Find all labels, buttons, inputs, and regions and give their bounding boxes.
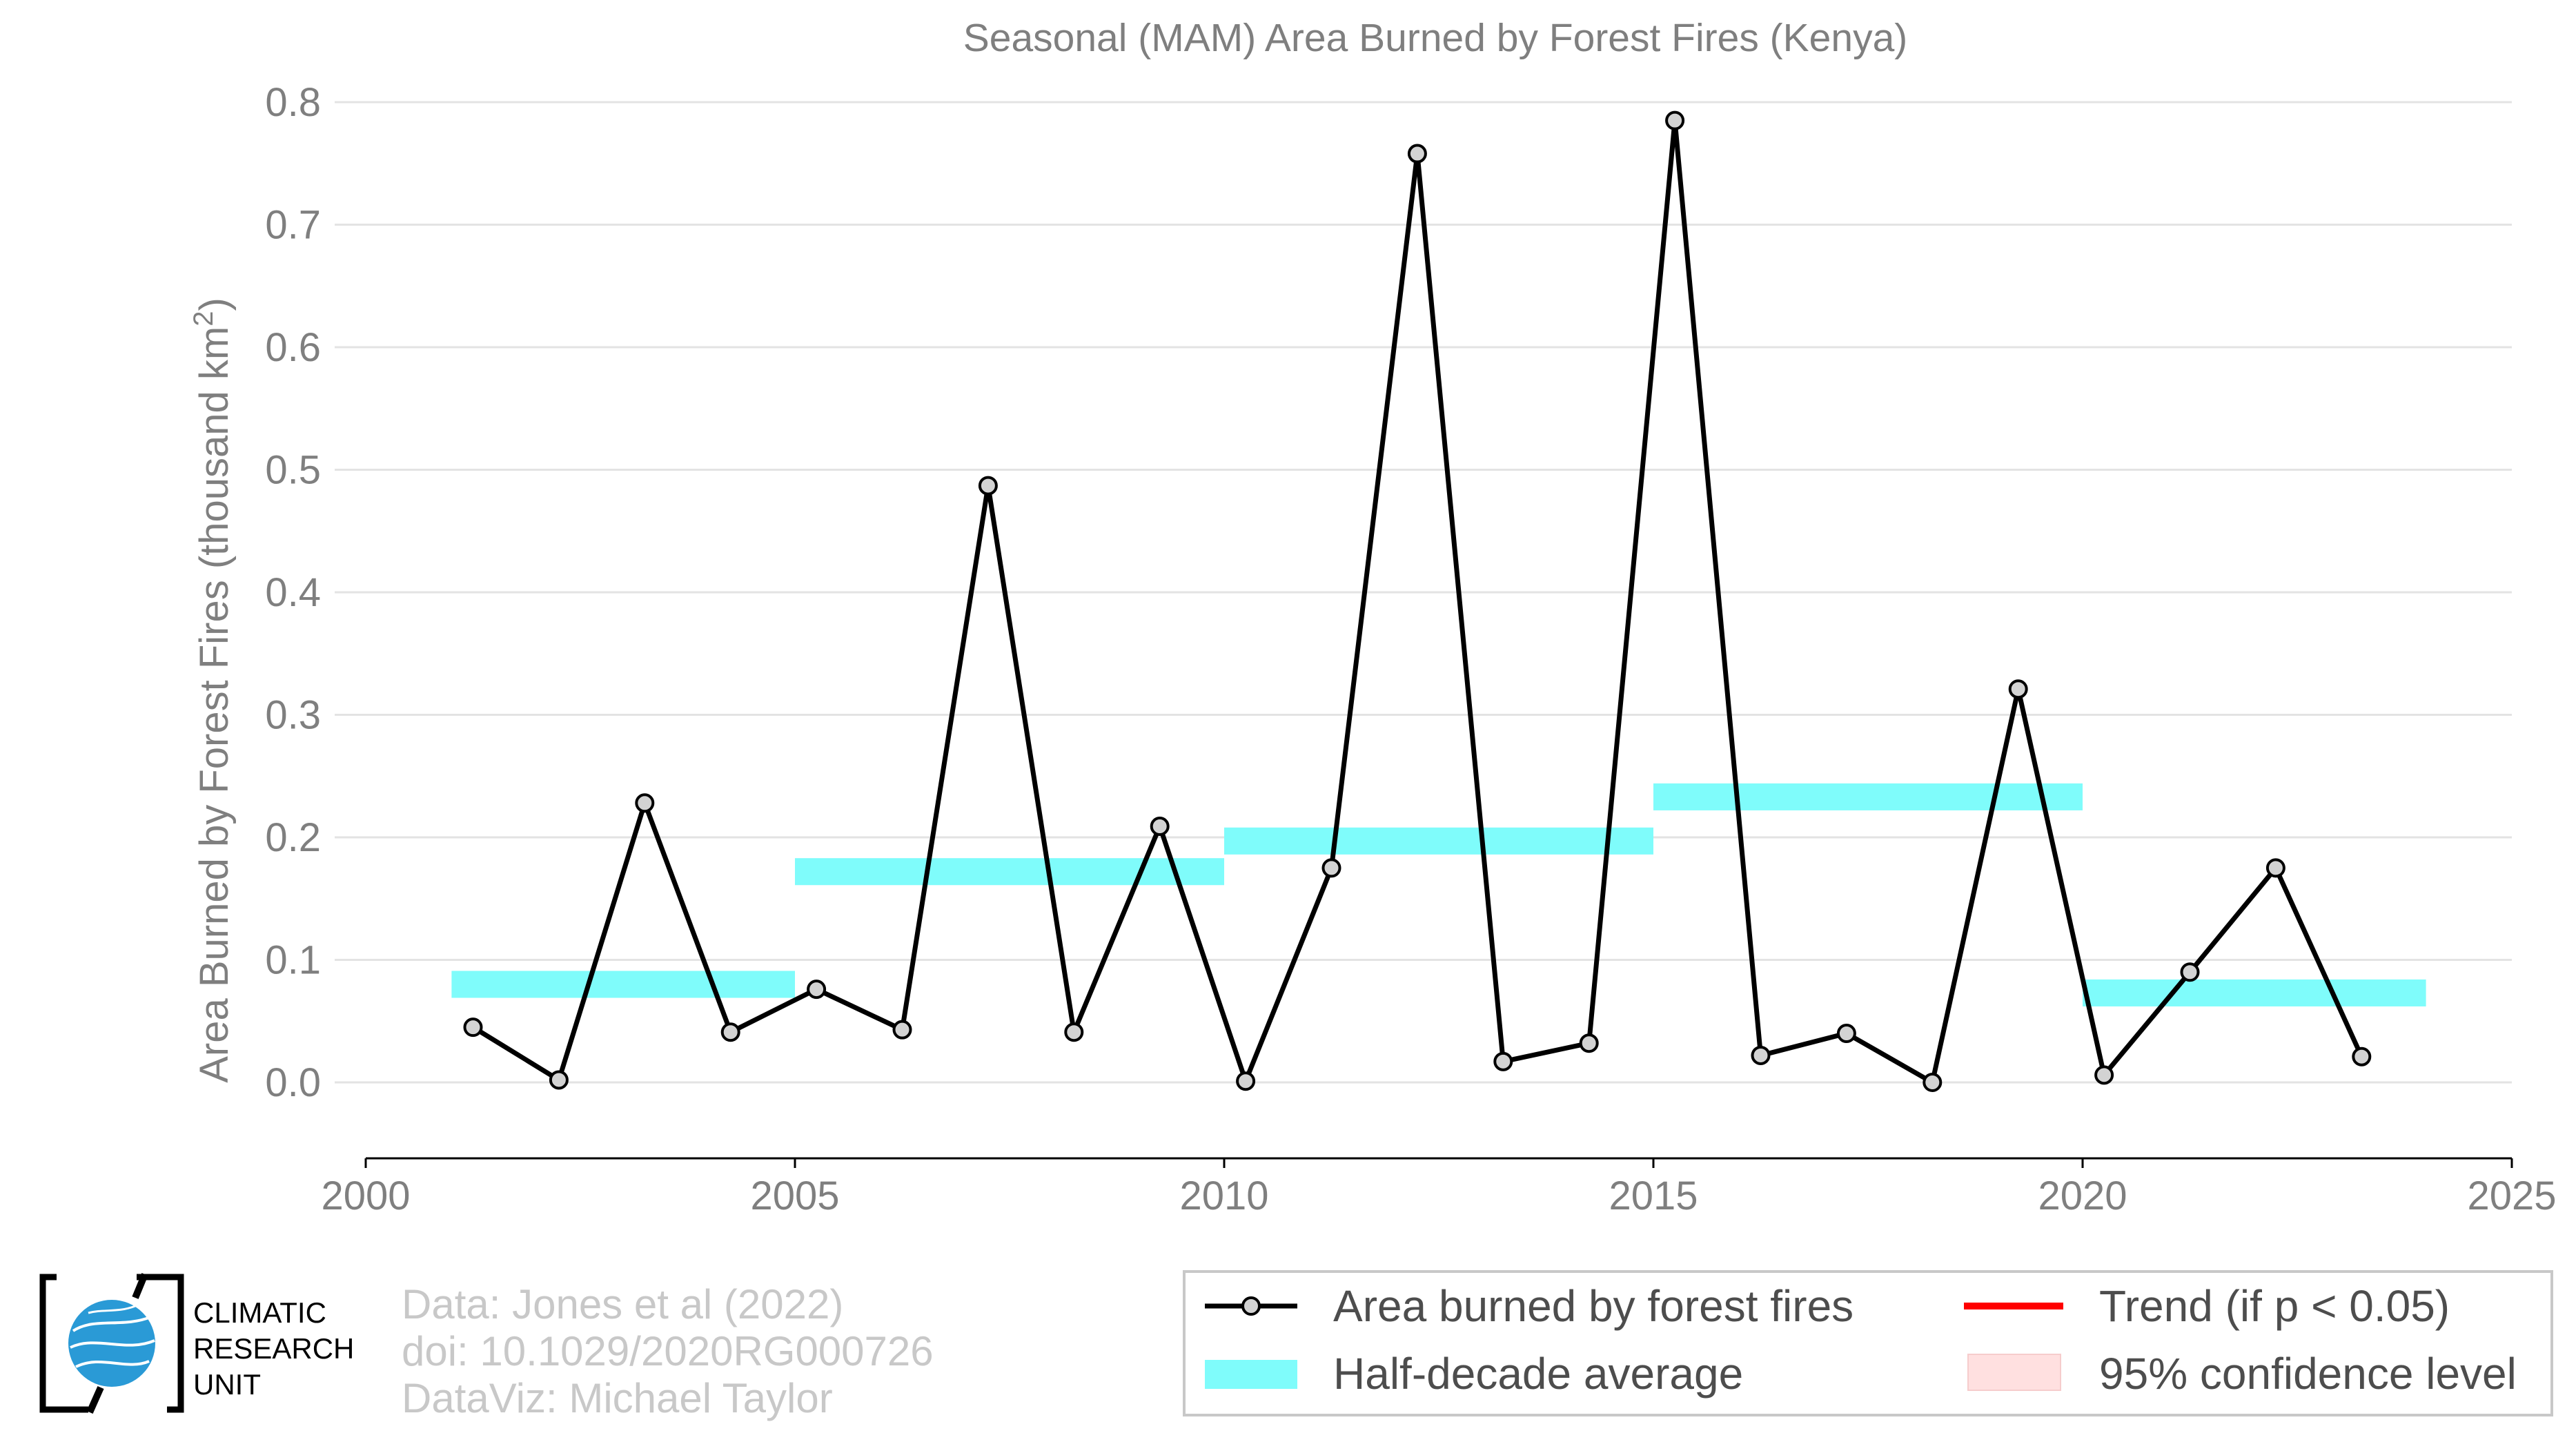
legend-label-series: Area burned by forest fires — [1333, 1281, 1854, 1331]
data-point — [635, 793, 655, 813]
credit-dataviz: DataViz: Michael Taylor — [402, 1375, 833, 1421]
y-axis-label-superscript: 2 — [188, 311, 219, 327]
logo-text-research: RESEARCH — [193, 1332, 354, 1365]
logo-bracket-left — [39, 1274, 88, 1413]
x-tick-label: 2000 — [321, 1174, 410, 1218]
y-axis-label-close: ) — [192, 298, 237, 311]
data-point — [2265, 858, 2285, 878]
data-point — [1665, 110, 1685, 130]
data-point — [2352, 1046, 2372, 1067]
half-decade-band — [451, 971, 795, 998]
logo-text-unit: UNIT — [193, 1368, 261, 1401]
legend-box — [1183, 1270, 2553, 1416]
half-decade-band — [1653, 783, 2083, 810]
data-point — [1751, 1045, 1771, 1065]
legend-label-half-decade: Half-decade average — [1333, 1349, 1743, 1399]
data-point — [2180, 962, 2200, 982]
logo-slash-top — [132, 1273, 148, 1299]
credit-doi: doi: 10.1029/2020RG000726 — [402, 1328, 934, 1374]
y-axis-label-text: Area Burned by Forest Fires (thousand km — [192, 327, 237, 1083]
data-point — [1064, 1022, 1084, 1042]
data-point — [1836, 1024, 1856, 1043]
logo-slash-bottom — [86, 1385, 104, 1414]
half-decade-band — [1224, 827, 1653, 855]
data-point — [1407, 144, 1427, 164]
data-point — [1923, 1073, 1943, 1092]
data-point — [892, 1020, 912, 1040]
logo-bracket-right — [137, 1274, 184, 1413]
data-point — [1579, 1033, 1599, 1053]
data-point — [463, 1017, 483, 1038]
globe-swirl-4 — [88, 1305, 136, 1314]
half-decade-average-bands — [451, 783, 2426, 1006]
y-tick-label: 0.6 — [265, 325, 321, 370]
y-tick-label: 0.3 — [265, 693, 321, 738]
data-point — [807, 980, 827, 1000]
data-point — [978, 476, 998, 496]
cru-logo: CLIMATIC RESEARCH UNIT — [39, 1273, 354, 1414]
data-point — [1236, 1071, 1256, 1091]
y-tick-labels: 0.0 0.1 0.2 0.3 0.4 0.5 0.6 0.7 0.8 — [265, 80, 321, 1105]
x-tick-label: 2005 — [750, 1174, 839, 1218]
legend-label-confidence: 95% confidence level — [2099, 1349, 2517, 1399]
globe-swirl-1 — [72, 1316, 151, 1332]
half-decade-band — [2083, 979, 2426, 1006]
globe-swirl-2 — [70, 1339, 155, 1349]
gridlines — [335, 101, 2512, 1084]
x-tick-label: 2015 — [1609, 1174, 1698, 1218]
y-tick-label: 0.2 — [265, 815, 321, 860]
data-point — [720, 1022, 740, 1042]
legend-swatch-half-decade — [1205, 1360, 1297, 1389]
data-point — [549, 1070, 569, 1090]
y-tick-label: 0.7 — [265, 203, 321, 248]
legend: Area burned by forest fires Trend (if p … — [1183, 1270, 2553, 1416]
y-tick-label: 0.4 — [265, 570, 321, 615]
data-point — [1150, 817, 1170, 837]
logo-text-climatic: CLIMATIC — [193, 1296, 326, 1329]
data-point — [2094, 1065, 2114, 1085]
chart-title: Seasonal (MAM) Area Burned by Forest Fir… — [963, 16, 1908, 60]
y-tick-label: 0.0 — [265, 1060, 321, 1105]
x-tick-label: 2010 — [1179, 1174, 1268, 1218]
legend-label-trend: Trend (if p < 0.05) — [2099, 1281, 2450, 1331]
data-point — [2008, 679, 2028, 699]
series-line-area-burned — [471, 118, 2364, 1085]
y-tick-label: 0.5 — [265, 448, 321, 493]
series-points — [463, 110, 2372, 1092]
x-tick-label: 2020 — [2038, 1174, 2127, 1218]
x-tick-label: 2025 — [2467, 1174, 2556, 1218]
half-decade-band — [795, 858, 1224, 886]
credit-data-source: Data: Jones et al (2022) — [402, 1281, 843, 1327]
x-axis-ticks: 2000 2005 2010 2015 2020 2025 — [321, 1158, 2557, 1218]
globe-swirl-3 — [75, 1360, 150, 1368]
data-point — [1493, 1051, 1513, 1071]
legend-swatch-confidence — [1967, 1354, 2061, 1391]
data-point — [1321, 858, 1341, 878]
y-tick-label: 0.8 — [265, 80, 321, 125]
y-tick-label: 0.1 — [265, 938, 321, 983]
y-axis-label: Area Burned by Forest Fires (thousand km… — [188, 298, 237, 1083]
legend-swatch-series-marker — [1241, 1296, 1261, 1316]
